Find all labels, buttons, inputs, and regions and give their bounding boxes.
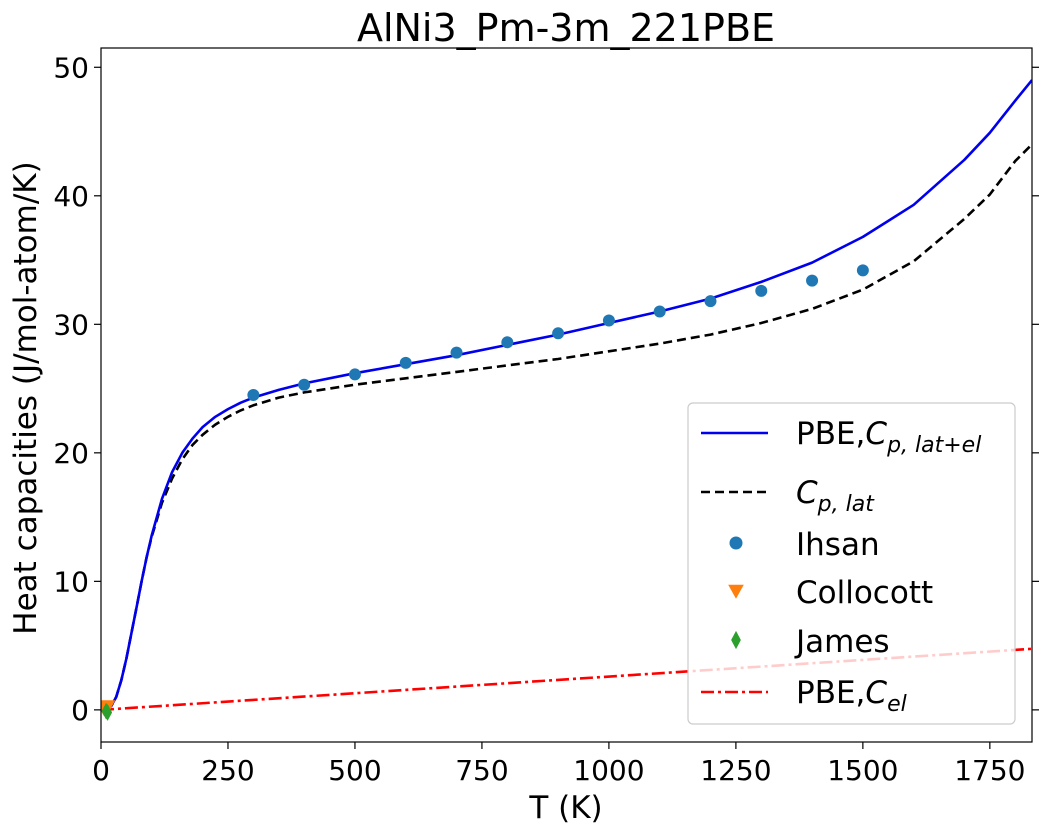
legend-item: PBE,Cel xyxy=(701,675,907,717)
data-point-james xyxy=(103,704,113,721)
y-tick-label: 30 xyxy=(53,308,89,341)
legend-label: James xyxy=(794,624,890,660)
data-point-ihsan xyxy=(247,389,260,401)
plot-frame xyxy=(100,47,1033,743)
data-point-ihsan xyxy=(552,327,565,340)
legend-label: Ihsan xyxy=(796,527,880,563)
chart-title: AlNi3_Pm-3m_221PBE xyxy=(357,6,775,50)
x-axis-title: T (K) xyxy=(528,790,602,826)
legend-label: Collocott xyxy=(796,575,933,611)
legend-item: Cp, lat xyxy=(701,475,875,517)
y-tick-label: 40 xyxy=(53,180,89,213)
data-point-ihsan xyxy=(602,314,615,327)
data-point-ihsan xyxy=(348,368,361,381)
data-point-ihsan xyxy=(298,378,311,391)
x-tick-label: 1500 xyxy=(827,754,898,787)
legend-item: Ihsan xyxy=(729,527,880,563)
series-james xyxy=(101,702,113,721)
axis-ticks: 0 250 500 750 1000 1250 1500 1750 0 10 20 30 40 50 xyxy=(53,51,1039,787)
legend-label: PBE,Cp, lat+el xyxy=(796,416,981,458)
legend-frame xyxy=(687,402,1016,725)
data-point-ihsan xyxy=(806,274,819,287)
x-tick-label: 1000 xyxy=(573,754,644,787)
data-point-ihsan xyxy=(704,295,717,308)
y-tick-label: 0 xyxy=(71,694,89,727)
legend-label: Cp, lat xyxy=(796,475,875,517)
legend-marker xyxy=(728,584,744,599)
y-tick-label: 20 xyxy=(53,437,89,470)
data-point-ihsan xyxy=(450,346,463,359)
data-point-ihsan xyxy=(653,305,666,318)
x-tick-label: 250 xyxy=(201,754,254,787)
series-line-c-p-lat xyxy=(105,143,1032,711)
legend-marker xyxy=(729,536,743,550)
legend-item: PBE,Cp, lat+el xyxy=(701,416,981,458)
legend: PBE,Cp, lat+el Cp, lat Ihsan Collocott James… xyxy=(687,402,1016,725)
data-point-ihsan xyxy=(501,336,514,349)
y-tick-label: 50 xyxy=(53,51,89,84)
y-axis-title: Heat capacities (J/mol-atom/K) xyxy=(8,161,44,634)
data-point-ihsan xyxy=(856,264,869,277)
legend-marker xyxy=(731,630,741,650)
data-point-ihsan xyxy=(755,284,768,297)
x-tick-label: 1750 xyxy=(954,754,1025,787)
y-tick-label: 10 xyxy=(53,565,89,598)
series-ihsan xyxy=(247,264,869,401)
data-point-ihsan xyxy=(399,356,412,369)
x-tick-label: 750 xyxy=(455,754,508,787)
x-tick-label: 1250 xyxy=(700,754,771,787)
legend-item: Collocott xyxy=(728,575,933,611)
legend-label: PBE,Cel xyxy=(796,675,907,717)
x-tick-label: 0 xyxy=(92,754,110,787)
legend-item: James xyxy=(731,624,890,660)
x-tick-label: 500 xyxy=(328,754,381,787)
